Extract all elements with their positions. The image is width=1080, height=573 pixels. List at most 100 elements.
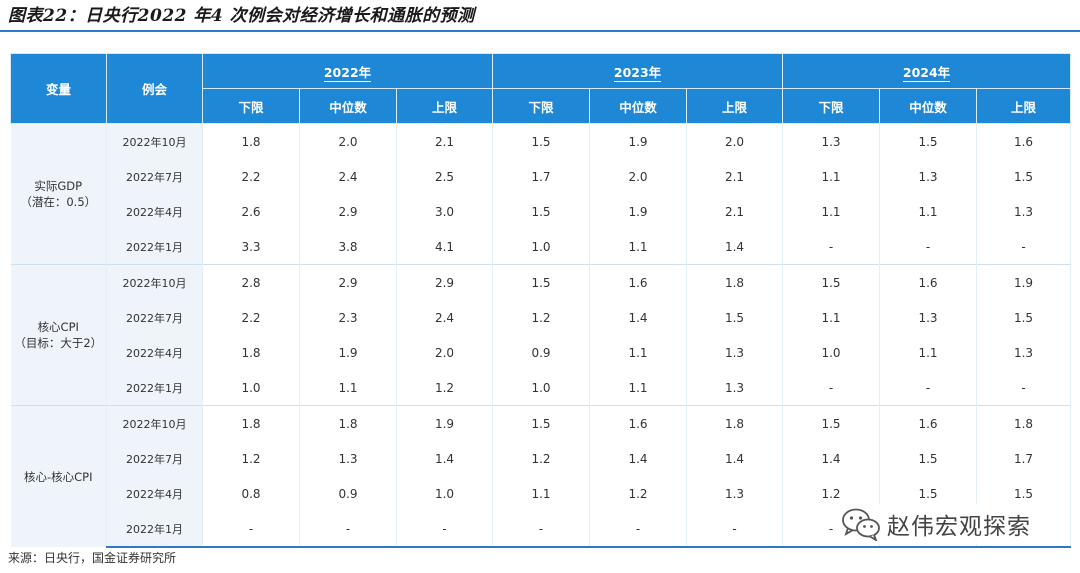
value-cell: 1.1	[299, 370, 397, 406]
value-cell: 2.9	[299, 194, 397, 229]
value-cell: 1.5	[782, 264, 881, 300]
value-cell: 2.5	[396, 159, 494, 194]
value-cell: 1.3	[299, 441, 397, 476]
header-median: 中位数	[589, 88, 688, 124]
table-row: 核心-核心CPI 2022年10月 1.8 1.8 1.9 1.5 1.6 1.8 1.5 1.6…	[10, 405, 1072, 547]
value-cell: -	[686, 511, 784, 548]
value-cell: 1.2	[202, 441, 300, 476]
header-meeting: 例会	[106, 53, 203, 124]
value-cell: -	[202, 511, 300, 548]
figure-title: 图表22：日央行2022 年4 次例会对经济增长和通胀的预测	[8, 6, 475, 26]
value-cell: 1.5	[492, 405, 591, 441]
value-cell: 1.5	[976, 159, 1072, 194]
table-row: 2022年7月 1.2 1.3 1.4 1.2 1.4 1.4 1.4 1.5 1.7	[11, 441, 1072, 476]
meeting-cell: 2022年4月	[106, 476, 203, 511]
meeting-cell: 2022年1月	[106, 229, 203, 265]
value-cell: 2.3	[299, 300, 397, 335]
value-cell: 1.2	[589, 476, 688, 511]
value-cell: 1.2	[396, 370, 494, 406]
table-row: 实际GDP （潜在：0.5） 2022年10月 1.8 2.0 2.1 1.5 1.9 2.0 1…	[10, 123, 1072, 265]
value-cell: 2.0	[686, 123, 784, 159]
value-cell: 2.2	[202, 300, 300, 335]
value-cell: 2.4	[299, 159, 397, 194]
value-cell: -	[589, 511, 688, 548]
table-row: 2022年7月 2.2 2.3 2.4 1.2 1.4 1.5 1.1 1.3 1.5	[11, 300, 1072, 335]
table-row: 2022年4月 2.6 2.9 3.0 1.5 1.9 2.1 1.1 1.1 1.3	[11, 194, 1072, 229]
header-variable: 变量	[10, 53, 107, 124]
value-cell: 1.1	[879, 335, 978, 370]
value-cell: 2.9	[299, 264, 397, 300]
header-upper: 上限	[395, 88, 494, 124]
header-lower: 下限	[492, 88, 591, 124]
header-year-2023: 2023年	[492, 53, 784, 89]
variable-name: 核心CPI	[37, 320, 79, 334]
value-cell: 1.4	[589, 441, 688, 476]
value-cell: 1.9	[976, 264, 1072, 300]
value-cell: 3.3	[202, 229, 300, 265]
value-cell: 1.9	[299, 335, 397, 370]
meeting-cell: 2022年7月	[106, 441, 203, 476]
value-cell: 1.9	[396, 405, 494, 441]
value-cell: 2.8	[202, 264, 300, 300]
variable-label: 实际GDP （潜在：0.5）	[10, 123, 107, 265]
value-cell: -	[782, 370, 881, 406]
value-cell: 1.5	[492, 264, 591, 300]
value-cell: -	[879, 229, 978, 265]
value-cell: 1.1	[589, 370, 688, 406]
value-cell: 1.8	[686, 264, 784, 300]
value-cell: 1.5	[879, 441, 978, 476]
value-cell: 1.7	[976, 441, 1072, 476]
value-cell: 1.1	[589, 335, 688, 370]
title-rule	[0, 30, 1080, 32]
value-cell: -	[976, 229, 1072, 265]
value-cell: 1.6	[879, 264, 978, 300]
value-cell: -	[492, 511, 591, 548]
meeting-cell: 2022年7月	[106, 159, 203, 194]
value-cell: 1.5	[879, 123, 978, 159]
value-cell: 2.6	[202, 194, 300, 229]
value-cell: 1.6	[589, 264, 688, 300]
value-cell: 1.6	[879, 405, 978, 441]
meeting-cell: 2022年4月	[106, 194, 203, 229]
table-row: 2022年4月 1.8 1.9 2.0 0.9 1.1 1.3 1.0 1.1 1.3	[11, 335, 1072, 370]
value-cell: 1.5	[492, 123, 591, 159]
value-cell: 1.5	[686, 300, 784, 335]
value-cell: -	[782, 229, 881, 265]
value-cell: 1.9	[589, 123, 688, 159]
value-cell: 1.4	[589, 300, 688, 335]
meeting-cell: 2022年10月	[106, 405, 203, 441]
value-cell: 2.0	[396, 335, 494, 370]
value-cell: 1.8	[686, 405, 784, 441]
value-cell: 1.8	[202, 123, 300, 159]
value-cell: 1.3	[686, 370, 784, 406]
variable-name: 实际GDP	[34, 179, 83, 193]
value-cell: -	[299, 511, 397, 548]
meeting-cell: 2022年1月	[106, 511, 203, 548]
value-cell: 1.1	[782, 300, 881, 335]
meeting-cell: 2022年10月	[106, 123, 203, 159]
value-cell: 1.5	[976, 300, 1072, 335]
meeting-cell: 2022年7月	[106, 300, 203, 335]
header-upper: 上限	[686, 88, 784, 124]
value-cell: 1.4	[396, 441, 494, 476]
value-cell: 2.1	[686, 159, 784, 194]
value-cell: 1.0	[782, 335, 881, 370]
wechat-icon	[842, 508, 880, 541]
variable-name: 核心-核心CPI	[23, 469, 93, 484]
value-cell: 1.2	[492, 300, 591, 335]
meeting-cell: 2022年1月	[106, 370, 203, 406]
value-cell: 1.4	[686, 229, 784, 265]
value-cell: 2.2	[202, 159, 300, 194]
value-cell: -	[976, 370, 1072, 406]
value-cell: 2.1	[396, 123, 494, 159]
variable-note: （目标：大于2）	[14, 336, 103, 350]
forecast-table: 变量 例会 2022年 2023年 2024年 下限 中位数 上限 下限 中位数…	[10, 53, 1072, 548]
value-cell: 1.7	[492, 159, 591, 194]
value-cell: 1.9	[589, 194, 688, 229]
header-lower: 下限	[782, 88, 881, 124]
variable-label: 核心CPI （目标：大于2）	[10, 264, 107, 406]
value-cell: 1.1	[782, 159, 881, 194]
value-cell: 2.4	[396, 300, 494, 335]
watermark-text: 赵伟宏观探索	[887, 514, 1031, 540]
value-cell: 1.4	[686, 441, 784, 476]
